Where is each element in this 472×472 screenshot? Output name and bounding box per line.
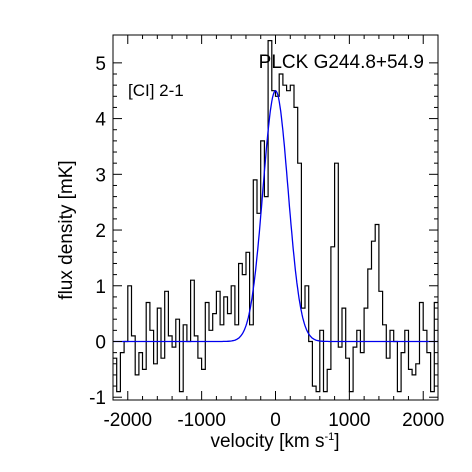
x-tick-label: -2000 xyxy=(103,410,152,431)
spectrum-step-line xyxy=(113,40,438,393)
y-tick-label: 2 xyxy=(95,221,106,242)
y-tick-label: 1 xyxy=(95,277,106,298)
x-axis-label: velocity [km s-1] xyxy=(210,431,339,452)
y-tick-label: 4 xyxy=(95,110,106,131)
y-tick-label: 5 xyxy=(95,54,106,75)
x-axis-ticks: -2000 -1000 0 1000 2000 xyxy=(103,35,444,431)
gaussian-fit-series xyxy=(113,89,438,343)
x-tick-label: 2000 xyxy=(402,410,444,431)
x-axis-label-suffix: ] xyxy=(334,431,339,452)
y-tick-label: 0 xyxy=(95,332,106,353)
gaussian-fit-line xyxy=(113,89,438,343)
line-annotation: [CI] 2-1 xyxy=(128,81,184,100)
x-axis-label-main: velocity [km s xyxy=(210,431,324,452)
x-tick-label: -1000 xyxy=(177,410,226,431)
y-axis-label: flux density [mK] xyxy=(56,160,77,299)
y-axis-ticks: -1 0 1 2 3 4 5 xyxy=(89,54,438,409)
observed-spectrum-series xyxy=(113,40,438,393)
x-axis-label-superscript: -1 xyxy=(324,431,334,443)
y-tick-label: 3 xyxy=(95,165,106,186)
x-tick-label: 0 xyxy=(270,410,281,431)
chart-title: PLCK G244.8+54.9 xyxy=(259,52,424,73)
x-tick-label: 1000 xyxy=(328,410,370,431)
y-tick-label: -1 xyxy=(89,388,106,409)
